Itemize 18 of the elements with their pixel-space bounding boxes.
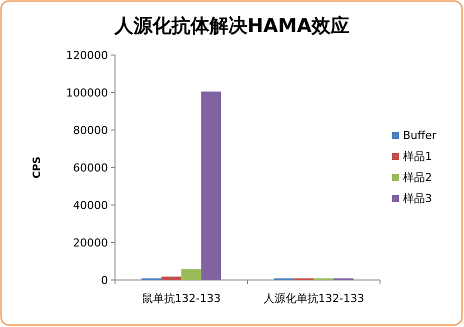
y-tick-label: 60000 [73, 162, 108, 174]
y-tick-label: 100000 [66, 86, 108, 100]
legend-label: 样品3 [403, 192, 432, 205]
y-tick-label: 0 [101, 274, 108, 287]
bar [181, 269, 202, 280]
y-tick-label: 80000 [73, 124, 108, 137]
y-tick-label: 120000 [66, 49, 108, 62]
legend-label: 样品2 [403, 171, 432, 184]
y-axis-title: CPS [32, 156, 43, 178]
legend-label: Buffer [403, 129, 437, 142]
bar [161, 276, 182, 280]
chart-title: 人源化抗体解决HAMA效应 [113, 15, 350, 37]
legend-label: 样品1 [403, 150, 432, 163]
bar [201, 92, 221, 280]
x-tick-label: 人源化单抗132-133 [263, 292, 364, 305]
y-tick-label: 20000 [73, 236, 108, 250]
x-tick-label: 鼠单抗132-133 [142, 292, 221, 305]
y-tick-label: 40000 [73, 199, 108, 212]
